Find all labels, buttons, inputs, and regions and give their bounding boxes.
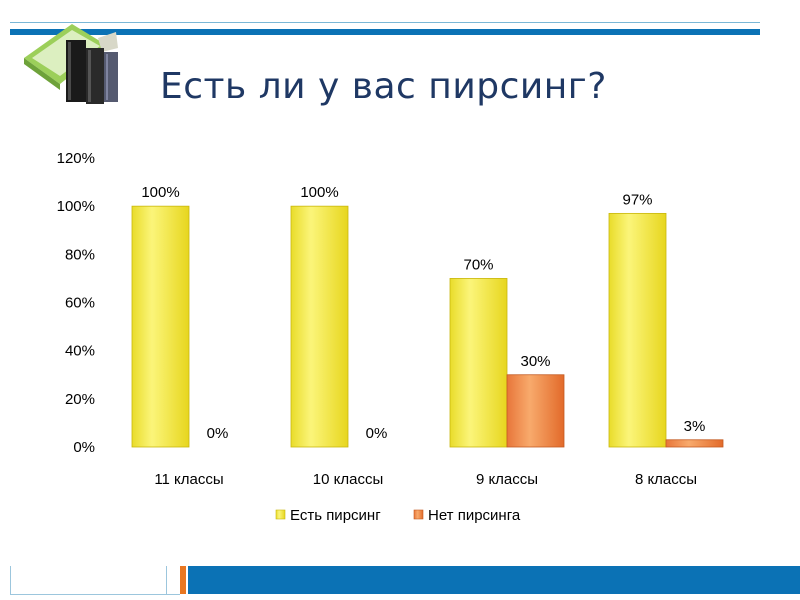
bar-has-piercing — [131, 205, 190, 448]
y-tick-label: 100% — [57, 198, 95, 215]
y-tick-label: 20% — [65, 391, 95, 408]
y-tick-label: 40% — [65, 343, 95, 360]
header-rule-thick — [10, 29, 760, 35]
bar-value-label: 30% — [520, 353, 550, 370]
bar-value-label: 3% — [684, 418, 706, 435]
footer-accent — [180, 566, 186, 594]
y-tick-label: 60% — [65, 295, 95, 312]
footer-bar — [188, 566, 800, 594]
header-rule-thin — [10, 22, 760, 23]
bar-value-label: 70% — [463, 256, 493, 273]
legend-label: Нет пирсинга — [428, 507, 521, 524]
x-category-label: 9 классы — [476, 471, 538, 488]
bar-has-piercing — [449, 278, 508, 448]
x-category-label: 8 классы — [635, 471, 697, 488]
y-tick-label: 120% — [57, 150, 95, 167]
x-category-label: 11 классы — [154, 471, 223, 488]
bar-no-piercing — [665, 439, 724, 448]
bar-value-label: 100% — [300, 184, 338, 201]
bar-value-label: 0% — [207, 425, 229, 442]
footer-rule-thin — [10, 594, 180, 595]
bar-no-piercing — [506, 374, 565, 448]
bar-has-piercing — [608, 212, 667, 448]
x-category-label: 10 классы — [313, 471, 383, 488]
y-tick-label: 0% — [73, 439, 95, 456]
bar-value-label: 100% — [141, 184, 179, 201]
books-icon — [24, 24, 118, 104]
bar-value-label: 97% — [622, 191, 652, 208]
footer-divider — [10, 566, 11, 594]
bar-value-label: 0% — [366, 425, 388, 442]
legend-label: Есть пирсинг — [290, 507, 381, 524]
legend-swatch — [275, 509, 286, 520]
footer-divider — [166, 566, 167, 594]
bar-has-piercing — [290, 205, 349, 448]
slide-title: Есть ли у вас пирсинг? — [160, 66, 607, 107]
y-tick-label: 80% — [65, 246, 95, 263]
legend-swatch — [413, 509, 424, 520]
